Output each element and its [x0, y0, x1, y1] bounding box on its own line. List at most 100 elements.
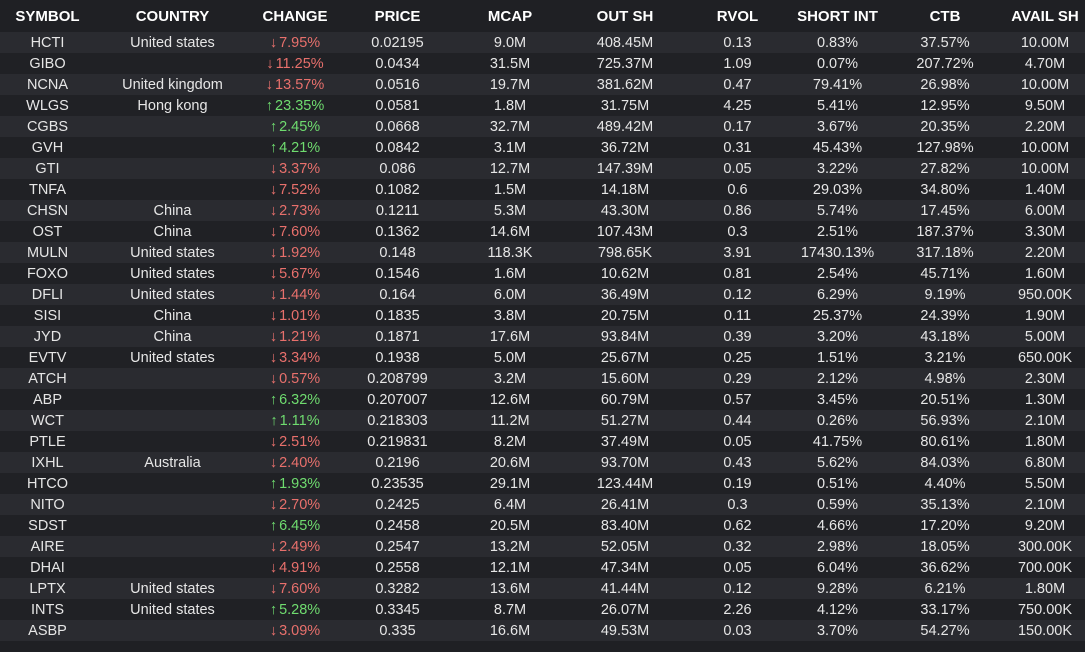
avail-sh-cell: 1.30M — [1005, 389, 1085, 410]
table-row[interactable]: WCT ↑ 1.11% 0.218303 11.2M 51.27M 0.44 0.26% 56.… — [0, 410, 1085, 431]
mcap-cell: 8.7M — [455, 599, 565, 620]
change-value: 2.45% — [279, 118, 321, 135]
table-row[interactable]: GIBO ↓ 11.25% 0.0434 31.5M 725.37M 1.09 0.07% 20… — [0, 53, 1085, 74]
change-cell: ↓ 1.01% — [250, 305, 340, 326]
column-header-ctb[interactable]: CTB — [885, 0, 1005, 32]
change-cell: ↑ 5.28% — [250, 599, 340, 620]
table-row[interactable]: INTS United states ↑ 5.28% 0.3345 8.7M 26.07M 2… — [0, 599, 1085, 620]
rvol-cell: 0.44 — [685, 410, 790, 431]
table-row[interactable]: ASBP ↓ 3.09% 0.335 16.6M 49.53M 0.03 3.70% 54.27… — [0, 620, 1085, 641]
symbol-cell: WCT — [0, 410, 95, 431]
table-row[interactable]: AIRE ↓ 2.49% 0.2547 13.2M 52.05M 0.32 2.98% 18.0… — [0, 536, 1085, 557]
change-value: 4.21% — [279, 139, 321, 156]
column-header-price[interactable]: PRICE — [340, 0, 455, 32]
price-cell: 0.164 — [340, 284, 455, 305]
table-row[interactable]: PTLE ↓ 2.51% 0.219831 8.2M 37.49M 0.05 41.75% 80… — [0, 431, 1085, 452]
country-cell — [95, 53, 250, 74]
country-cell — [95, 116, 250, 137]
table-row[interactable]: ABP ↑ 6.32% 0.207007 12.6M 60.79M 0.57 3.45% 20.… — [0, 389, 1085, 410]
rvol-cell: 0.31 — [685, 137, 790, 158]
column-header-out-sh[interactable]: OUT SH — [565, 0, 685, 32]
symbol-cell: NCNA — [0, 74, 95, 95]
out-sh-cell: 798.65K — [565, 242, 685, 263]
table-row[interactable]: OST China ↓ 7.60% 0.1362 14.6M 107.43M 0.3 2.51%… — [0, 221, 1085, 242]
table-row[interactable]: NCNA United kingdom ↓ 13.57% 0.0516 19.7M 381.… — [0, 74, 1085, 95]
column-header-mcap[interactable]: MCAP — [455, 0, 565, 32]
rvol-cell: 1.09 — [685, 53, 790, 74]
out-sh-cell: 41.44M — [565, 578, 685, 599]
table-row[interactable]: HCTI United states ↓ 7.95% 0.02195 9.0M 408.45… — [0, 32, 1085, 53]
column-header-rvol[interactable]: RVOL — [685, 0, 790, 32]
table-row[interactable]: EVTV United states ↓ 3.34% 0.1938 5.0M 25.67M 0… — [0, 347, 1085, 368]
table-row[interactable]: SDST ↑ 6.45% 0.2458 20.5M 83.40M 0.62 4.66% 17.2… — [0, 515, 1085, 536]
price-cell: 0.086 — [340, 158, 455, 179]
price-cell: 0.208799 — [340, 368, 455, 389]
country-cell — [95, 515, 250, 536]
table-row[interactable]: SISI China ↓ 1.01% 0.1835 3.8M 20.75M 0.11 25.37… — [0, 305, 1085, 326]
table-row[interactable]: CHSN China ↓ 2.73% 0.1211 5.3M 43.30M 0.86 5.74%… — [0, 200, 1085, 221]
table-row[interactable]: MULN United states ↓ 1.92% 0.148 118.3K 798.65… — [0, 242, 1085, 263]
short-int-cell: 0.83% — [790, 32, 885, 53]
column-header-avail-sh[interactable]: AVAIL SH — [1005, 0, 1085, 32]
table-row[interactable]: HTCO ↑ 1.93% 0.23535 29.1M 123.44M 0.19 0.51% 4.… — [0, 473, 1085, 494]
out-sh-cell: 408.45M — [565, 32, 685, 53]
rvol-cell: 0.19 — [685, 473, 790, 494]
price-cell: 0.1835 — [340, 305, 455, 326]
column-header-country[interactable]: COUNTRY — [95, 0, 250, 32]
country-cell — [95, 410, 250, 431]
mcap-cell: 6.4M — [455, 494, 565, 515]
rvol-cell: 0.3 — [685, 221, 790, 242]
arrow-down-icon: ↓ — [269, 454, 278, 471]
ctb-cell: 56.93% — [885, 410, 1005, 431]
mcap-cell: 5.3M — [455, 200, 565, 221]
table-row[interactable]: LPTX United states ↓ 7.60% 0.3282 13.6M 41.44M… — [0, 578, 1085, 599]
short-int-cell: 41.75% — [790, 431, 885, 452]
table-row[interactable]: NITO ↓ 2.70% 0.2425 6.4M 26.41M 0.3 0.59% 35.13%… — [0, 494, 1085, 515]
column-header-change[interactable]: CHANGE — [250, 0, 340, 32]
short-int-cell: 25.37% — [790, 305, 885, 326]
ctb-cell: 12.95% — [885, 95, 1005, 116]
arrow-down-icon: ↓ — [266, 55, 274, 72]
symbol-cell: AIRE — [0, 536, 95, 557]
avail-sh-cell: 10.00M — [1005, 32, 1085, 53]
symbol-cell: FOXO — [0, 263, 95, 284]
ctb-cell: 4.98% — [885, 368, 1005, 389]
table-row[interactable]: DFLI United states ↓ 1.44% 0.164 6.0M 36.49M 0.… — [0, 284, 1085, 305]
price-cell: 0.1211 — [340, 200, 455, 221]
price-cell: 0.0842 — [340, 137, 455, 158]
table-row[interactable]: CGBS ↑ 2.45% 0.0668 32.7M 489.42M 0.17 3.67% 20.… — [0, 116, 1085, 137]
column-header-short-int[interactable]: SHORT INT — [790, 0, 885, 32]
symbol-cell: CHSN — [0, 200, 95, 221]
short-int-cell: 3.67% — [790, 116, 885, 137]
symbol-cell: GIBO — [0, 53, 95, 74]
table-row[interactable]: JYD China ↓ 1.21% 0.1871 17.6M 93.84M 0.39 3.20%… — [0, 326, 1085, 347]
table-row[interactable]: ATCH ↓ 0.57% 0.208799 3.2M 15.60M 0.29 2.12% 4.9… — [0, 368, 1085, 389]
table-row[interactable]: GVH ↑ 4.21% 0.0842 3.1M 36.72M 0.31 45.43% 127.9… — [0, 137, 1085, 158]
table-row[interactable]: FOXO United states ↓ 5.67% 0.1546 1.6M 10.62M 0… — [0, 263, 1085, 284]
table-row[interactable]: DHAI ↓ 4.91% 0.2558 12.1M 47.34M 0.05 6.04% 36.6… — [0, 557, 1085, 578]
out-sh-cell: 49.53M — [565, 620, 685, 641]
change-value: 3.37% — [279, 160, 321, 177]
mcap-cell: 31.5M — [455, 53, 565, 74]
change-cell: ↓ 2.40% — [250, 452, 340, 473]
price-cell: 0.0516 — [340, 74, 455, 95]
rvol-cell: 4.25 — [685, 95, 790, 116]
out-sh-cell: 725.37M — [565, 53, 685, 74]
change-value: 4.91% — [279, 559, 321, 576]
avail-sh-cell: 1.40M — [1005, 179, 1085, 200]
change-value: 1.93% — [279, 475, 321, 492]
change-value: 6.32% — [279, 391, 321, 408]
column-header-symbol[interactable]: SYMBOL — [0, 0, 95, 32]
avail-sh-cell: 300.00K — [1005, 536, 1085, 557]
avail-sh-cell: 1.60M — [1005, 263, 1085, 284]
short-int-cell: 2.12% — [790, 368, 885, 389]
out-sh-cell: 123.44M — [565, 473, 685, 494]
table-row[interactable]: WLGS Hong kong ↑ 23.35% 0.0581 1.8M 31.75M 4.25… — [0, 95, 1085, 116]
rvol-cell: 0.17 — [685, 116, 790, 137]
table-row[interactable]: IXHL Australia ↓ 2.40% 0.2196 20.6M 93.70M 0.43… — [0, 452, 1085, 473]
ctb-cell: 37.57% — [885, 32, 1005, 53]
arrow-down-icon: ↓ — [269, 349, 278, 366]
rvol-cell: 2.26 — [685, 599, 790, 620]
table-row[interactable]: TNFA ↓ 7.52% 0.1082 1.5M 14.18M 0.6 29.03% 34.80… — [0, 179, 1085, 200]
table-row[interactable]: GTI ↓ 3.37% 0.086 12.7M 147.39M 0.05 3.22% 27.82… — [0, 158, 1085, 179]
